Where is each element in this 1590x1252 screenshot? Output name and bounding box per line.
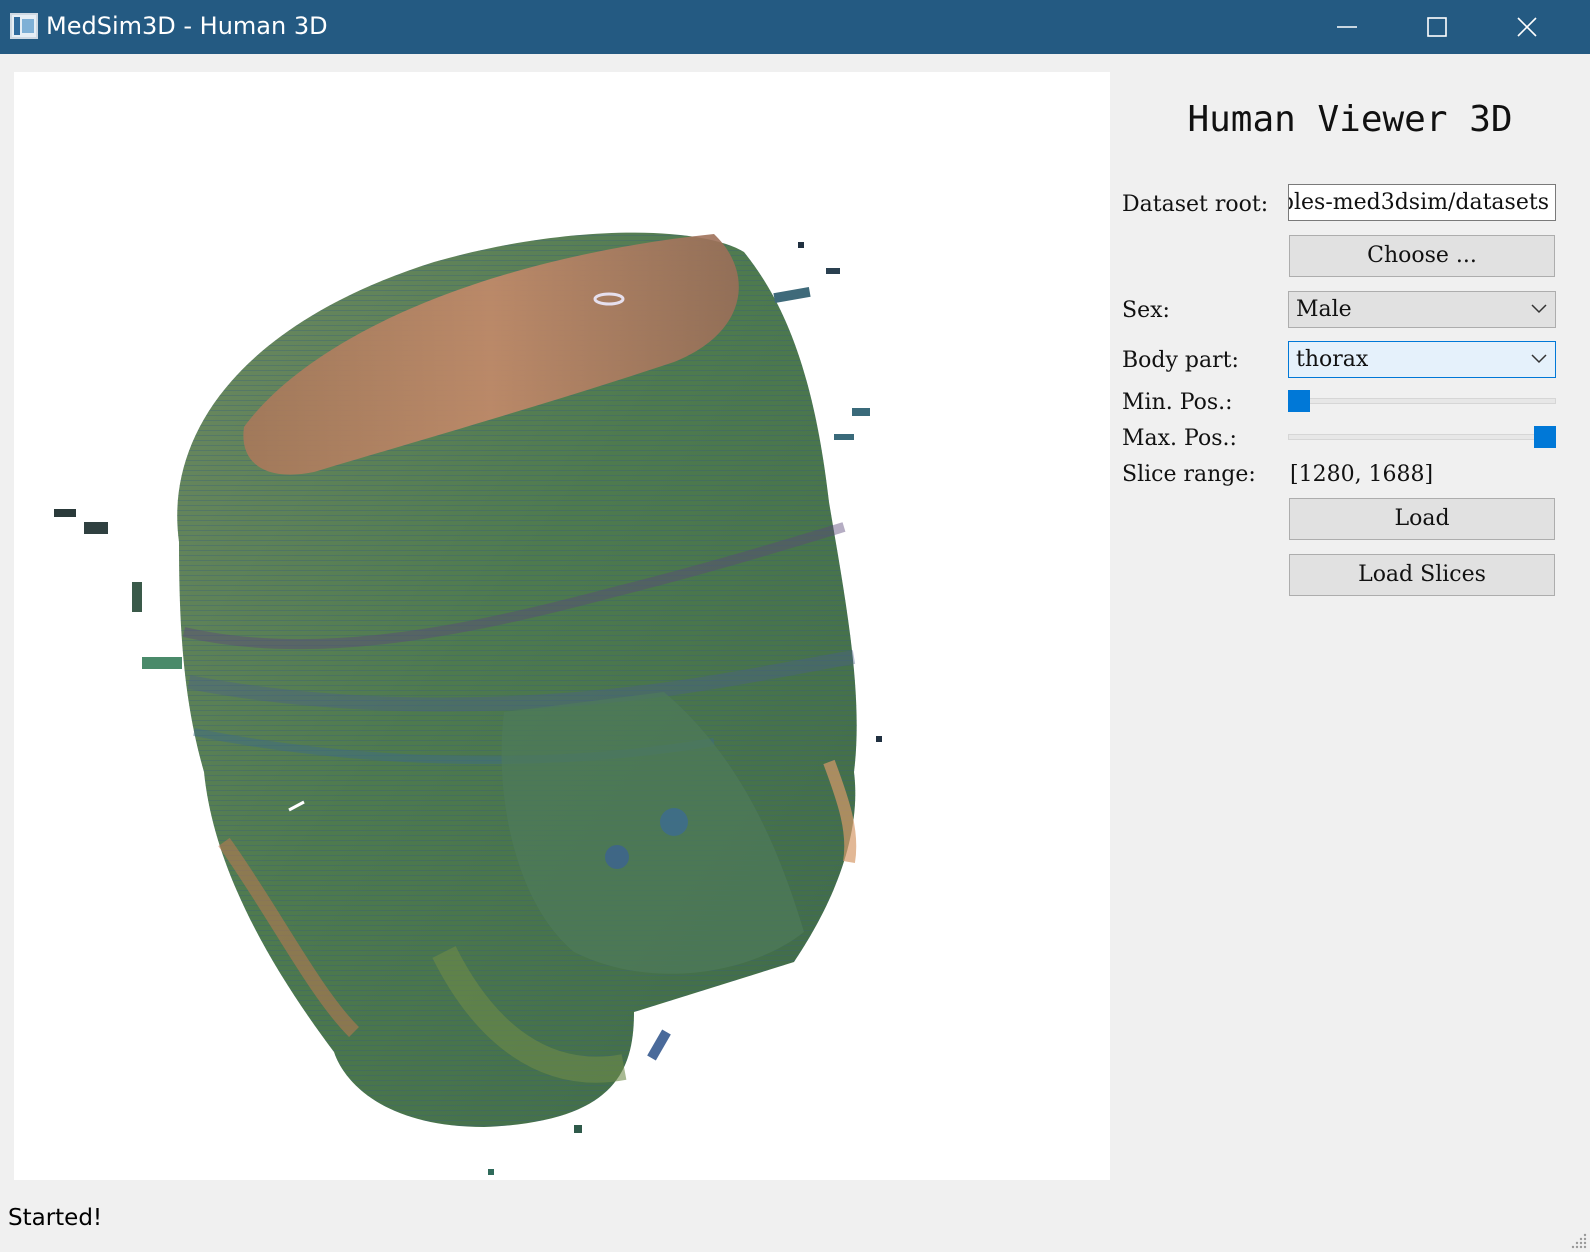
max-pos-label: Max. Pos.: — [1122, 426, 1237, 451]
slider-handle[interactable] — [1534, 426, 1556, 448]
body-part-label: Body part: — [1122, 348, 1239, 373]
maximize-icon — [1427, 17, 1447, 37]
choose-button[interactable]: Choose ... — [1289, 235, 1555, 277]
control-panel: Human Viewer 3D Dataset root: ples-med3d… — [1110, 54, 1590, 1204]
slider-handle[interactable] — [1288, 390, 1310, 412]
title-bar[interactable]: MedSim3D - Human 3D — [0, 0, 1590, 54]
dataset-root-input[interactable]: ples-med3dsim/datasets — [1288, 184, 1556, 221]
dataset-root-value: ples-med3dsim/datasets — [1288, 190, 1549, 215]
load-button[interactable]: Load — [1289, 498, 1555, 540]
status-text: Started! — [8, 1205, 103, 1231]
3d-viewport[interactable] — [14, 72, 1110, 1180]
slice-range-value: [1280, 1688] — [1290, 462, 1434, 487]
sex-select[interactable]: Male — [1288, 291, 1556, 328]
slider-track — [1288, 434, 1556, 440]
close-button[interactable] — [1482, 0, 1572, 54]
load-slices-button[interactable]: Load Slices — [1289, 554, 1555, 596]
body-part-value: thorax — [1296, 347, 1369, 372]
app-icon — [10, 13, 38, 39]
min-pos-label: Min. Pos.: — [1122, 390, 1233, 415]
window-title: MedSim3D - Human 3D — [46, 12, 328, 40]
close-icon — [1517, 17, 1537, 37]
panel-title: Human Viewer 3D — [1187, 99, 1513, 140]
maximize-button[interactable] — [1392, 0, 1482, 54]
slider-track — [1288, 398, 1556, 404]
chevron-down-icon — [1531, 304, 1547, 314]
sex-label: Sex: — [1122, 298, 1170, 323]
chevron-down-icon — [1531, 354, 1547, 364]
max-pos-slider[interactable] — [1288, 426, 1556, 448]
human-thorax-render — [54, 232, 882, 1175]
sex-value: Male — [1296, 297, 1352, 322]
dataset-root-label: Dataset root: — [1122, 192, 1269, 217]
minimize-icon — [1337, 26, 1357, 28]
body-part-select[interactable]: thorax — [1288, 341, 1556, 378]
minimize-button[interactable] — [1302, 0, 1392, 54]
resize-grip-icon[interactable] — [1570, 1232, 1588, 1250]
slice-range-label: Slice range: — [1122, 462, 1256, 487]
min-pos-slider[interactable] — [1288, 390, 1556, 412]
